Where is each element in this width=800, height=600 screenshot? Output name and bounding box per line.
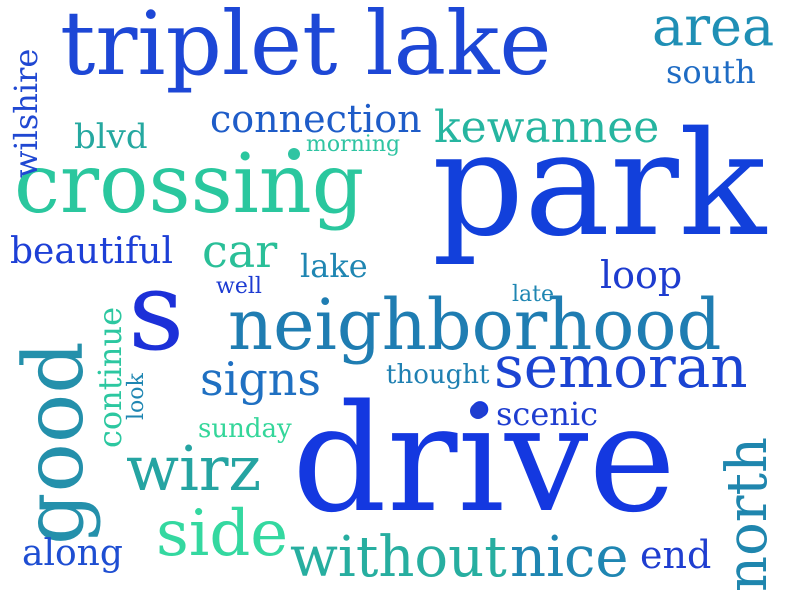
word-area: area: [652, 0, 775, 58]
word-good: good: [7, 341, 102, 545]
word-beautiful: beautiful: [10, 231, 174, 272]
word-kewannee: kewannee: [434, 102, 660, 153]
word-blvd: blvd: [74, 117, 148, 157]
word-along: along: [22, 533, 123, 574]
word-nice: nice: [510, 525, 629, 590]
word-scenic-dot: [470, 403, 486, 419]
word-morning-dot: [288, 148, 300, 160]
word-park: park: [432, 100, 767, 268]
word-connection: connection: [210, 97, 422, 141]
word-signs: signs: [200, 352, 321, 406]
word-end: end: [640, 533, 712, 577]
word-late: late: [512, 282, 555, 307]
word-wilshire: wilshire: [7, 48, 45, 178]
word-sunday: sunday: [198, 414, 292, 444]
word-triplet-lake: triplet lake: [60, 0, 552, 95]
word-continue: continue: [91, 306, 129, 448]
word-side: side: [156, 497, 289, 571]
word-lake: lake: [300, 247, 368, 285]
word-north: north: [715, 436, 780, 592]
word-neighborhood: neighborhood: [228, 284, 722, 366]
word-without: without: [290, 525, 507, 590]
word-car: car: [202, 224, 278, 278]
word-crossing: crossing: [14, 137, 365, 232]
word-south: south: [666, 53, 756, 91]
word-wirz: wirz: [126, 432, 262, 505]
word-morning: morning: [306, 132, 401, 157]
word-s: s: [128, 247, 185, 375]
word-loop: loop: [600, 253, 683, 297]
word-thought: thought: [386, 360, 490, 390]
word-scenic: scenic: [496, 395, 599, 433]
word-look: look: [124, 373, 149, 420]
word-semoran: semoran: [494, 333, 748, 401]
word-well: well: [216, 274, 262, 299]
